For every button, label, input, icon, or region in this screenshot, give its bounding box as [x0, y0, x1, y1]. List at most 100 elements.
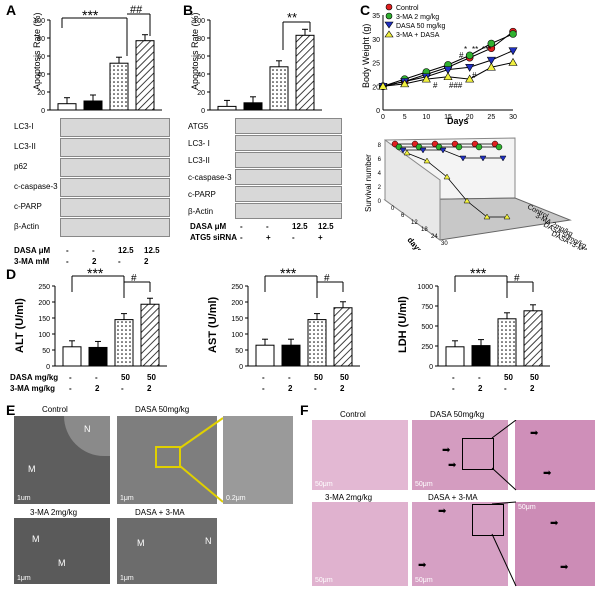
he-image-control: 50μm: [312, 420, 408, 490]
panel-c-legend: Control 3-MA 2 mg/kg DASA 50 mg/kg 3-MA + D…: [384, 3, 446, 39]
panel-a-bar-chart: Apoptosis Rate (%) 0 20 40 60 80 100 *** ##: [32, 4, 162, 115]
panel-b-condition-value: +: [266, 233, 271, 242]
bar: [83, 100, 103, 111]
em-image-3ma: M M 1μm: [14, 518, 110, 584]
arrow-icon: ➡: [550, 518, 559, 529]
legend-label: DASA 50 mg/kg: [396, 23, 446, 30]
panel-a-blot-label: c-PARP: [14, 202, 42, 211]
he-image-combo: ➡ ➡ 50μm: [412, 502, 508, 586]
y-tick-label: 25: [372, 61, 380, 68]
x-tick-label: 30: [509, 114, 517, 121]
survival-point: [399, 147, 407, 154]
scale-bar-label: 1μm: [120, 495, 134, 502]
scale-bar-label: 1μm: [17, 575, 31, 582]
bar: [57, 103, 77, 111]
y-tick-label: 150: [38, 316, 50, 323]
y-tick-label: 100: [193, 18, 205, 25]
panel-c-surv-xlabel: days: [405, 236, 424, 250]
panel-a-blot-band: [60, 218, 170, 237]
em-image-combo: M N 1μm: [117, 518, 217, 584]
panel-a-blot-label: p62: [14, 162, 28, 171]
y-tick-label: 0: [46, 364, 50, 371]
y-tick-label: 40: [197, 72, 205, 79]
arrow-icon: ➡: [448, 460, 457, 471]
he-image-combo-zoom: ➡ ➡ 50μm: [515, 502, 595, 586]
panel-b-condition-value: -: [240, 233, 243, 242]
survival-point: [495, 143, 503, 151]
panel-f-title-dasa: DASA 50mg/kg: [430, 410, 485, 419]
data-point: [465, 63, 475, 72]
bar: [114, 319, 134, 367]
bar: [88, 346, 108, 367]
legend-marker: [385, 12, 393, 20]
y-tick-label: 200: [231, 300, 243, 307]
panel-b-bars: [217, 28, 315, 111]
x-tick-label: 6: [401, 213, 405, 219]
em-mark-m: M: [137, 538, 145, 548]
panel-d-condition-value: -: [288, 373, 291, 382]
legend-label: 3-MA + DASA: [396, 32, 440, 39]
panel-b-blot-band: [235, 152, 342, 168]
legend-marker: [385, 3, 393, 11]
data-point: [443, 72, 453, 81]
survival-line: [406, 152, 507, 218]
legend-label: Control: [396, 5, 419, 12]
em-mark-m: M: [32, 534, 40, 544]
panel-b-blot-label: c-PARP: [188, 190, 216, 199]
panel-d-condition-value: 2: [288, 384, 293, 393]
scale-bar-label: 50μm: [315, 577, 333, 584]
panel-d-condition-value: -: [452, 384, 455, 393]
panel-a-blot-label: LC3-I: [14, 122, 34, 131]
panel-f-title-3ma: 3-MA 2mg/kg: [325, 493, 373, 502]
arrow-icon: ➡: [442, 445, 451, 456]
panel-a-blot-band: [60, 198, 170, 217]
bar: [109, 62, 129, 111]
survival-point: [455, 143, 463, 151]
panel-a-bars: [57, 34, 155, 111]
bar: [523, 310, 543, 367]
scale-bar-label: 50μm: [415, 577, 433, 584]
em-image-dasa: 1μm: [117, 416, 217, 504]
x-tick-label: 0: [391, 206, 395, 212]
panel-a-condition-value: 2: [144, 257, 149, 266]
data-point: [486, 62, 496, 71]
panel-d-condition-value: 50: [530, 373, 539, 382]
panel-e-title-3ma: 3-MA 2mg/kg: [30, 508, 78, 517]
y-tick-label: 0: [239, 364, 243, 371]
panel-f-label: F: [300, 402, 309, 418]
panel-a-sig2: ##: [130, 4, 143, 16]
panel-d-condition-value: -: [504, 384, 507, 393]
x-tick-label: 5: [403, 114, 407, 121]
bar: [217, 105, 237, 111]
survival-point: [403, 149, 411, 156]
bar: [255, 344, 275, 367]
nucleus-shape: [64, 416, 110, 456]
panel-d-charts: 0 50 100 150 200 250 ALT (U/ml) *** #0 50 100 150 20…: [14, 268, 550, 371]
x-tick-label: 20: [466, 114, 474, 121]
panel-a-blot-band: [60, 158, 170, 177]
panel-b-blot-band: [235, 118, 342, 134]
y-tick-label: 1000: [417, 284, 433, 291]
y-tick-label: 250: [38, 284, 50, 291]
panel-e-title-dasa: DASA 50mg/kg: [135, 405, 190, 414]
panel-e-title-control: Control: [42, 405, 68, 414]
panel-b-condition-value: +: [318, 233, 323, 242]
z-tick-label: 6: [378, 157, 382, 163]
panel-b-condition-value: 12.5: [318, 222, 334, 231]
panel-f-title-control: Control: [340, 410, 366, 419]
panel-a-blot-band: [60, 178, 170, 197]
panel-d-condition-value: -: [314, 384, 317, 393]
scale-bar-label: 50μm: [315, 481, 333, 488]
panel-d-condition-value: 2: [340, 384, 345, 393]
em-mark-n: N: [84, 424, 91, 434]
panel-c-label: C: [360, 2, 371, 18]
y-tick-label: 150: [231, 316, 243, 323]
x-tick-label: 0: [381, 114, 385, 121]
x-tick-label: 10: [422, 114, 430, 121]
panel-d-condition-value: -: [452, 373, 455, 382]
survival-line: [403, 149, 503, 159]
arrow-icon: ➡: [530, 428, 539, 439]
x-tick-label: 30: [441, 241, 448, 247]
